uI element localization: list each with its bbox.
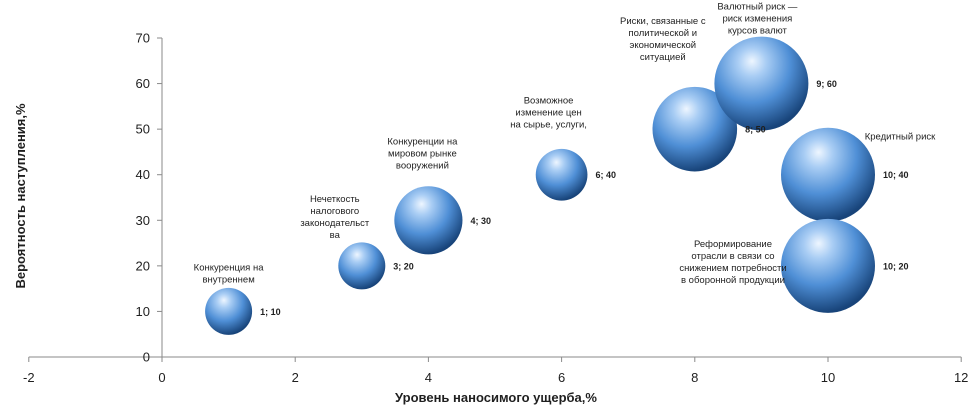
annotation-line: налогового [310, 206, 359, 217]
y-tick-label: 20 [136, 258, 150, 273]
data-labels: 1; 10 3; 20 4; 30 6; 40 8; 50 9; 60 10; 40 10; … [260, 79, 908, 317]
x-tick-label: 0 [158, 370, 165, 385]
data-label: 4; 30 [470, 216, 491, 226]
bubble-7 [781, 127, 875, 222]
bubble-4 [535, 148, 588, 201]
annotation-line: курсов валют [728, 26, 788, 37]
x-tick-label: -2 [23, 370, 35, 385]
y-tick-label: 0 [143, 350, 150, 365]
annotation-line: экономической [629, 40, 696, 51]
annotation-line: на сырье, услуги, [510, 120, 587, 131]
annotation-line: ва [330, 230, 341, 241]
y-axis-title: Вероятность наступления,% [13, 103, 28, 289]
annotation-line: изменение цен [515, 108, 581, 119]
x-tick-label: 12 [954, 370, 968, 385]
data-label: 9; 60 [816, 79, 837, 89]
x-tick-label: 6 [558, 370, 565, 385]
annotation-line: ситуацией [640, 52, 686, 63]
annotation-line: отрасли в связи со [691, 251, 774, 262]
bubble-5 [652, 86, 738, 172]
annotation-line: политической и [629, 28, 698, 39]
annotation-line: законодательст [300, 218, 370, 229]
data-label: 1; 10 [260, 307, 281, 317]
data-label: 3; 20 [393, 261, 414, 271]
annotation-line: внутреннем [202, 274, 254, 285]
bubble-8 [781, 218, 875, 313]
annotation-line: Конкуренции на [387, 136, 458, 147]
y-tick-label: 30 [136, 213, 150, 228]
x-axis-ticks: -2 0 2 4 6 8 10 12 [23, 357, 968, 385]
x-tick-label: 4 [425, 370, 432, 385]
annotation-line: Возможное [524, 96, 574, 107]
data-label: 8; 50 [745, 125, 766, 135]
annotation-line: риск изменения [722, 14, 792, 25]
y-tick-label: 10 [136, 304, 150, 319]
annotation-line: Нечеткость [310, 194, 360, 205]
annotation-line: Риски, связанные с [620, 16, 706, 27]
y-tick-label: 60 [136, 76, 150, 91]
x-tick-label: 10 [821, 370, 835, 385]
bubble-2 [338, 242, 386, 290]
data-label: 10; 20 [883, 261, 909, 271]
annotation-line: снижением потребности [679, 263, 786, 274]
y-tick-label: 50 [136, 122, 150, 137]
annotation-line: Валютный риск — [717, 2, 798, 13]
data-label: 6; 40 [595, 170, 616, 180]
bubble-1 [205, 287, 253, 335]
bubble-6 [714, 36, 809, 131]
y-tick-label: 70 [136, 31, 150, 46]
axes: 0 10 20 30 40 50 60 70 -2 0 2 4 6 8 10 12 [23, 31, 968, 386]
annotation-line: Реформирование [694, 239, 772, 250]
bubble-series [205, 36, 875, 335]
bubble-3 [394, 186, 463, 255]
y-axis-ticks: 0 10 20 30 40 50 60 70 [136, 31, 162, 365]
annotation-line: Кредитный риск [865, 132, 936, 143]
data-label: 10; 40 [883, 170, 909, 180]
y-tick-label: 40 [136, 167, 150, 182]
annotation-line: мировом рынке [388, 148, 457, 159]
x-tick-label: 2 [292, 370, 299, 385]
annotation-line: вооружений [396, 160, 449, 171]
annotation-line: в оборонной продукции [681, 275, 785, 286]
x-tick-label: 8 [691, 370, 698, 385]
x-axis-title: Уровень наносимого ущерба,% [395, 390, 597, 405]
annotation-line: Конкуренция на [194, 262, 265, 273]
